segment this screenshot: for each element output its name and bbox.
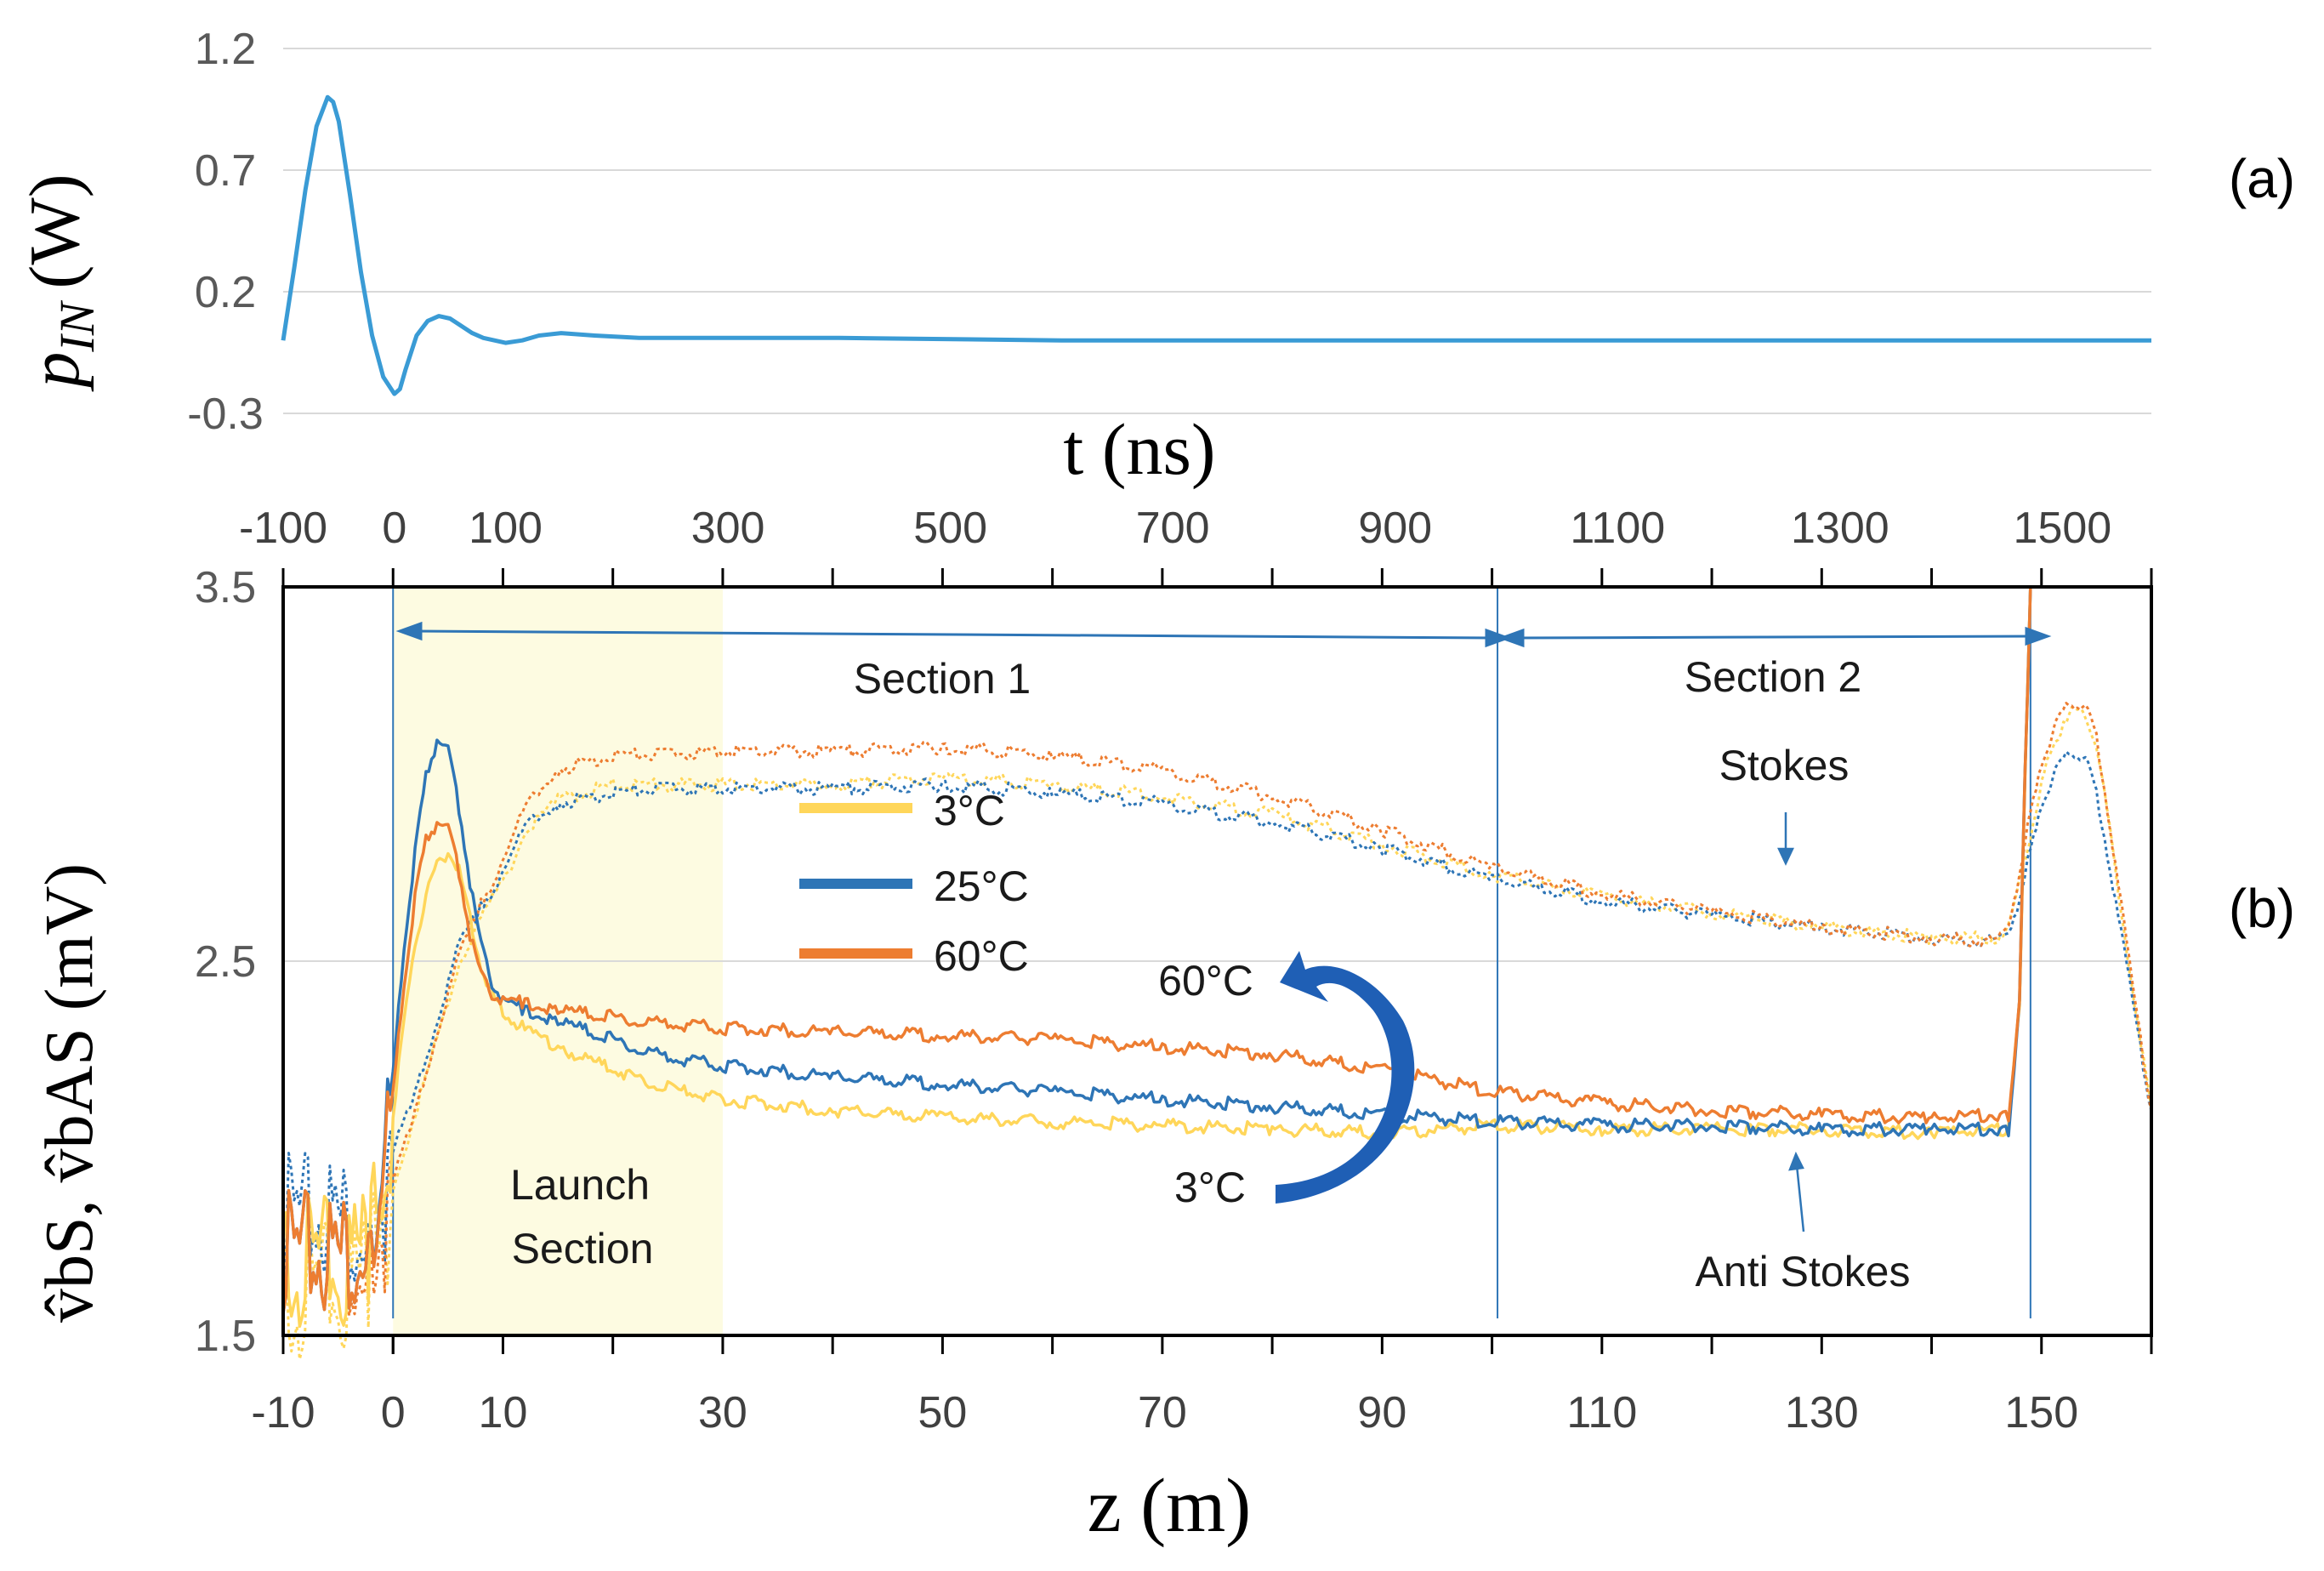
panel-a-series bbox=[281, 94, 2151, 396]
panel-b-xtick-label: 110 bbox=[1566, 1388, 1637, 1437]
arrow-bottom-label: 3°C bbox=[1174, 1164, 1246, 1211]
time-axis-ticks: -100 0 100 300 500 700 900 1100 1300 1500 bbox=[239, 504, 2111, 553]
legend-swatch-3c bbox=[799, 803, 912, 813]
panel-a-ytick-label: 1.2 bbox=[195, 25, 256, 74]
panel-b-frame bbox=[281, 585, 2153, 1337]
legend-label-60c: 60°C bbox=[934, 932, 1029, 980]
legend-item-60c: 60°C bbox=[799, 932, 1029, 980]
panel-b-xtick-label: 0 bbox=[381, 1388, 406, 1437]
anti-stokes-line-25c bbox=[281, 586, 2032, 1314]
panel-b-ylabel: v̂bS, v̂bAS (mV) bbox=[32, 863, 107, 1323]
legend-label-25c: 25°C bbox=[934, 862, 1029, 910]
panel-a-y-ticks: 1.2 0.7 0.2 -0.3 bbox=[187, 25, 264, 439]
time-tick-label: 300 bbox=[691, 504, 765, 553]
legend-item-3c: 3°C bbox=[799, 787, 1005, 834]
legend: 3°C 25°C 60°C bbox=[799, 787, 1029, 980]
time-tick-label: 1300 bbox=[1791, 504, 1889, 553]
launch-section-label-line2: Section bbox=[512, 1225, 654, 1272]
stokes-pointer bbox=[1777, 812, 1794, 866]
section-1-arrow bbox=[395, 621, 1512, 648]
panel-b-ytick-label: 3.5 bbox=[195, 563, 256, 612]
panel-a-chart: 1.2 0.7 0.2 -0.3 pIN(W) t (ns) (a) bbox=[15, 25, 2295, 490]
legend-swatch-60c bbox=[799, 948, 912, 959]
stokes-line-60c bbox=[281, 702, 2153, 1318]
panel-b-xtick-label: 130 bbox=[1785, 1388, 1859, 1437]
panel-b-xtick-label: 50 bbox=[918, 1388, 967, 1437]
panel-b-label: (b) bbox=[2229, 878, 2295, 939]
input-pulse-line bbox=[281, 94, 2151, 396]
panel-a-ytick-label: 0.2 bbox=[195, 268, 256, 317]
panel-a-ytick-label: 0.7 bbox=[195, 146, 256, 196]
panel-b-xlabel: z (m) bbox=[1088, 1464, 1251, 1548]
stokes-line-3c bbox=[281, 705, 2153, 1361]
time-tick-label: 1500 bbox=[2014, 504, 2112, 553]
panel-b-y-ticks: 3.5 2.5 1.5 bbox=[195, 563, 256, 1361]
anti-stokes-label: Anti Stokes bbox=[1696, 1248, 1911, 1295]
anti-stokes-series bbox=[281, 586, 2032, 1329]
panel-b-xtick-label: -10 bbox=[251, 1388, 315, 1437]
time-tick-label: 700 bbox=[1136, 504, 1210, 553]
panel-b-xtick-label: 30 bbox=[698, 1388, 747, 1437]
anti-stokes-line-60c bbox=[281, 586, 2032, 1314]
panel-b-xtick-label: 90 bbox=[1357, 1388, 1406, 1437]
time-tick-label: 900 bbox=[1358, 504, 1432, 553]
panel-b-xtick-label: 150 bbox=[2004, 1388, 2078, 1437]
time-tick-label: 1100 bbox=[1570, 504, 1665, 553]
time-tick-label: -100 bbox=[239, 504, 327, 553]
panel-b-border bbox=[281, 585, 2153, 1337]
stokes-label: Stokes bbox=[1719, 742, 1850, 789]
section-markers bbox=[392, 587, 2031, 1318]
section-2-label: Section 2 bbox=[1685, 653, 1861, 701]
panel-a-xlabel: t (ns) bbox=[1063, 408, 1215, 490]
launch-section-label-line1: Launch bbox=[510, 1161, 650, 1209]
arrow-top-label: 60°C bbox=[1158, 957, 1253, 1005]
panel-b-ytick-label: 2.5 bbox=[195, 937, 256, 987]
anti-stokes-line-3c bbox=[281, 586, 2032, 1329]
time-tick-label: 500 bbox=[913, 504, 987, 553]
anti-stokes-pointer bbox=[1788, 1151, 1805, 1232]
panel-a-gridlines bbox=[283, 48, 2151, 414]
legend-label-3c: 3°C bbox=[934, 787, 1005, 834]
panel-b-ytick-label: 1.5 bbox=[195, 1312, 256, 1361]
panel-b-chart: 3.5 2.5 1.5 -10 0 10 30 50 70 90 110 130 150 Sectio… bbox=[32, 563, 2295, 1548]
panel-a-label: (a) bbox=[2229, 148, 2295, 209]
panel-a-ylabel: pIN(W) bbox=[15, 174, 105, 391]
legend-swatch-25c bbox=[799, 879, 912, 889]
legend-item-25c: 25°C bbox=[799, 862, 1029, 910]
section-2-arrow bbox=[1497, 626, 2052, 648]
panel-b-xtick-label: 10 bbox=[479, 1388, 528, 1437]
section-1-label: Section 1 bbox=[854, 655, 1031, 703]
time-tick-label: 0 bbox=[382, 504, 406, 553]
time-tick-label: 100 bbox=[469, 504, 543, 553]
panel-b-x-ticks: -10 0 10 30 50 70 90 110 130 150 bbox=[251, 568, 2153, 1437]
stokes-series bbox=[281, 702, 2153, 1361]
temperature-arrow-icon bbox=[1276, 951, 1415, 1204]
panel-b-xtick-label: 70 bbox=[1138, 1388, 1187, 1437]
panel-a-ytick-label: -0.3 bbox=[187, 390, 264, 439]
